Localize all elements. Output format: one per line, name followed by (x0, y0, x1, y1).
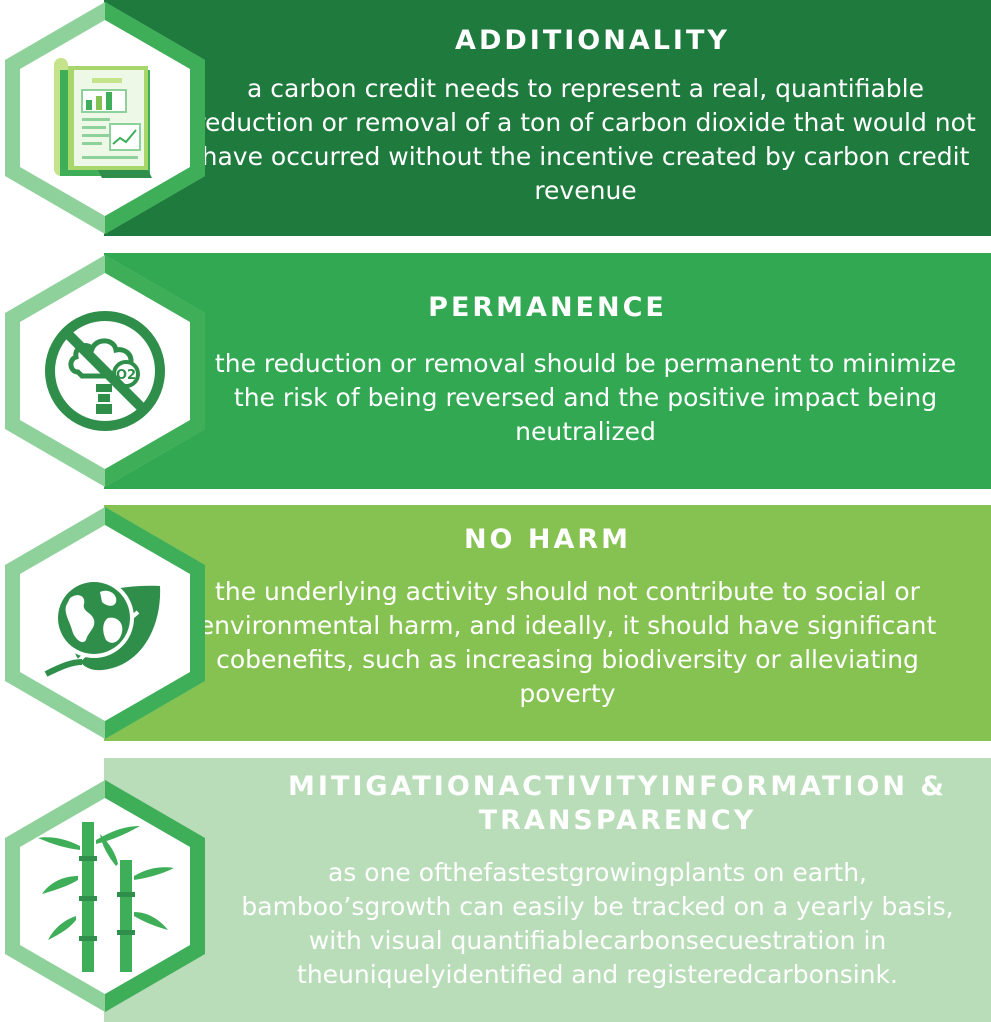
section-body: the underlying activity should not contr… (198, 577, 937, 708)
earth-leaf-icon (44, 578, 161, 680)
bamboo-icon (38, 822, 174, 972)
section-title: PERMANENCE (428, 292, 667, 323)
panel-no-harm: NO HARM the underlying activity should n… (104, 505, 991, 741)
section-body: the reduction or removal should be perma… (214, 349, 957, 446)
panel-permanence: PERMANENCE the reduction or removal shou… (104, 253, 991, 489)
section-title: NO HARM (463, 524, 632, 555)
o2-label: O2 (116, 368, 136, 383)
section-body: a carbon credit needs to represent a rea… (195, 74, 976, 205)
report-document-icon (54, 58, 152, 178)
section-title: ADDITIONALITY (455, 25, 730, 56)
panel-transparency: MITIGATIONACTIVITYINFORMATION & TRANSPAR… (104, 758, 991, 1022)
panel-additionality: ADDITIONALITY a carbon credit needs to r… (104, 0, 991, 236)
section-body: as one ofthefastestgrowingplants on eart… (241, 858, 954, 989)
section-title: MITIGATIONACTIVITYINFORMATION & TRANSPAR… (288, 771, 947, 836)
no-co2-icon: O2 (45, 311, 165, 431)
